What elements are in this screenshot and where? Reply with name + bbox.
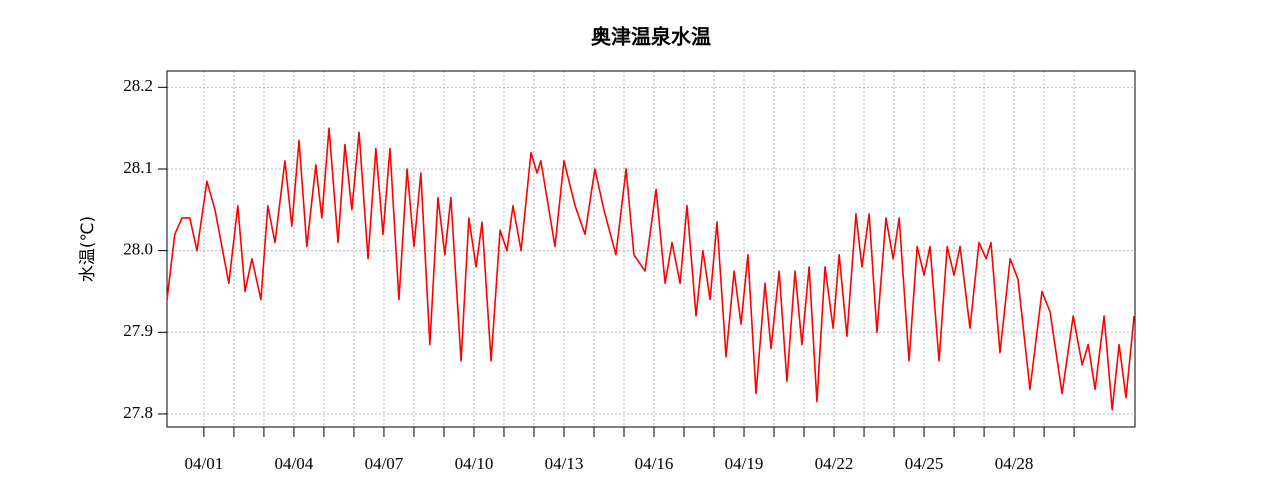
y-axis-label: 水温(℃) <box>78 216 98 282</box>
x-tick-label: 04/16 <box>635 454 674 473</box>
x-tick-label: 04/01 <box>185 454 224 473</box>
y-tick-label: 27.9 <box>123 321 153 340</box>
plot-frame <box>166 70 1136 428</box>
x-tick-label: 04/28 <box>995 454 1034 473</box>
x-tick-label: 04/13 <box>545 454 584 473</box>
x-tick-label: 04/04 <box>275 454 314 473</box>
x-tick-label: 04/25 <box>905 454 944 473</box>
x-tick-label: 04/10 <box>455 454 494 473</box>
x-tick-label: 04/07 <box>365 454 404 473</box>
x-tick-label: 04/19 <box>725 454 764 473</box>
data-line <box>166 127 1135 411</box>
y-tick-label: 28.2 <box>123 76 153 95</box>
y-tick-label: 28.0 <box>123 240 153 259</box>
y-tick-label: 28.1 <box>123 158 153 177</box>
chart-title: 奥津温泉水温 <box>591 25 711 49</box>
y-tick-label: 27.8 <box>123 403 153 422</box>
x-tick-label: 04/22 <box>815 454 854 473</box>
